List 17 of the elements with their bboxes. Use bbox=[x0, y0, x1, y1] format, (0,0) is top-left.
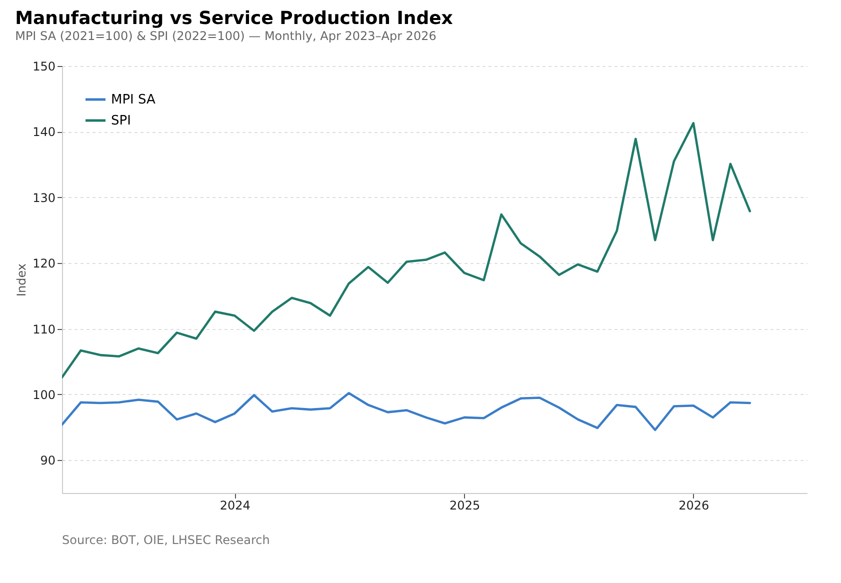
x-tick-label: 2025 bbox=[450, 498, 480, 512]
y-tick-label: 130 bbox=[32, 190, 56, 205]
chart-subtitle: MPI SA (2021=100) & SPI (2022=100) — Monthly, Apr 2023–Apr 2026 bbox=[15, 29, 436, 43]
source-note: Source: BOT, OIE, LHSEC Research bbox=[62, 533, 270, 547]
chart-title: Manufacturing vs Service Production Index bbox=[15, 8, 454, 29]
y-axis-title: Index bbox=[14, 263, 29, 297]
legend-label: MPI SA bbox=[111, 92, 156, 108]
x-tick-label: 2024 bbox=[220, 498, 250, 512]
y-tick-label: 140 bbox=[32, 125, 56, 140]
line-series bbox=[62, 392, 752, 432]
y-tick-label: 120 bbox=[32, 256, 56, 271]
legend-label: SPI bbox=[111, 114, 131, 128]
y-tick-label: 100 bbox=[32, 388, 56, 402]
y-tick-label: 110 bbox=[32, 322, 56, 336]
y-tick-label: 150 bbox=[32, 60, 56, 74]
x-tick-label: 2026 bbox=[678, 498, 710, 512]
y-tick-label: 90 bbox=[40, 454, 56, 468]
